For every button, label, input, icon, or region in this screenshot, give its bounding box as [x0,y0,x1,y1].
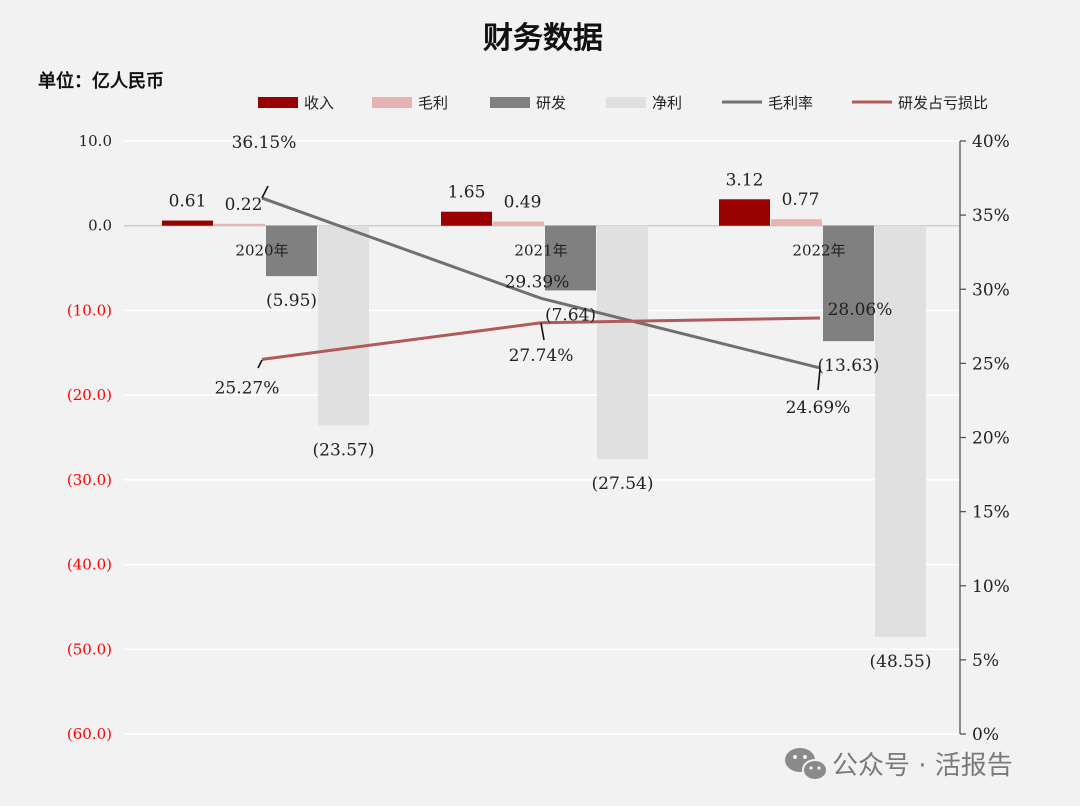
bar-收入-2022年 [719,199,770,226]
legend-label: 研发 [536,94,566,112]
left-tick-label: 0.0 [88,217,112,235]
wechat-icon [785,748,828,781]
leader-line [261,185,269,199]
left-tick-label: (50.0) [67,640,112,658]
data-label: 0.49 [504,193,542,213]
right-tick-label: 40% [972,132,1010,152]
bar-研发-2022年 [823,225,874,342]
left-tick-label: 10.0 [79,132,112,150]
legend: 收入 毛利 研发 净利 毛利率 研发占亏损比 [258,94,988,112]
right-tick-label: 25% [972,354,1010,374]
right-tick-label: 0% [972,725,999,745]
right-tick-label: 20% [972,429,1010,449]
leader-line [540,322,545,341]
right-axis: 40% 35% 30% 25% 20% 15% 10% 5% 0% [959,132,1010,745]
bar-研发-2020年 [266,225,317,277]
legend-label: 研发占亏损比 [898,94,988,112]
data-label: 0.61 [169,192,207,212]
line-研发占亏损比 [261,316,821,361]
left-tick-label: (10.0) [67,301,112,319]
bar-研发-2021年 [545,225,596,291]
line-point-label: 29.39% [505,272,570,292]
line-point-label: 25.27% [215,378,280,398]
data-label: 0.77 [782,190,820,210]
left-tick-label: (40.0) [67,556,112,574]
bar-series [162,199,926,638]
leader-line [817,368,821,391]
bar-收入-2021年 [441,211,492,226]
watermark-text: 公众号 · 活报告 [832,751,1013,781]
category-label: 2020年 [235,242,288,260]
data-label: (7.64) [545,305,596,325]
bar-毛利-2020年 [214,223,265,226]
line-point-label: 28.06% [828,300,893,320]
bar-收入-2020年 [162,220,213,226]
line-point-label: 36.15% [232,133,297,153]
bar-净利-2022年 [875,225,926,638]
left-tick-label: (60.0) [67,725,112,743]
chart-title: 财务数据 [483,21,603,56]
watermark: 公众号 · 活报告 [785,748,1013,781]
line-point-label: 24.69% [786,398,851,418]
category-labels: 2020年 2021年 2022年 [235,242,845,260]
left-tick-label: (20.0) [67,386,112,404]
bar-毛利-2021年 [493,221,544,226]
line-series [257,185,821,391]
legend-swatch [606,97,646,108]
legend-label: 净利 [652,94,682,112]
right-tick-label: 35% [972,206,1010,226]
legend-label: 毛利 [418,94,448,112]
bar-毛利-2022年 [771,219,822,226]
legend-swatch [490,97,530,108]
legend-swatch [372,97,412,108]
data-label: (23.57) [313,440,375,460]
left-axis: 10.0 0.0 (10.0) (20.0) (30.0) (40.0) (50.0) (60… [67,132,112,743]
left-tick-label: (30.0) [67,471,112,489]
data-label: 3.12 [726,170,764,190]
legend-label: 收入 [304,94,334,112]
right-tick-label: 15% [972,503,1010,523]
category-label: 2022年 [792,242,845,260]
right-tick-label: 10% [972,577,1010,597]
legend-label: 毛利率 [768,94,813,112]
data-label: 0.22 [225,195,263,215]
leader-line [257,359,263,369]
legend-swatch [258,97,298,108]
bar-净利-2021年 [597,225,648,460]
data-label: 1.65 [448,183,486,203]
data-label: (48.55) [870,652,932,672]
line-毛利率 [261,196,821,370]
unit-label: 单位：亿人民币 [38,70,164,92]
right-tick-label: 5% [972,651,999,671]
data-label: (27.54) [592,474,654,494]
right-tick-label: 30% [972,280,1010,300]
category-label: 2021年 [514,242,567,260]
data-label: (5.95) [266,291,317,311]
data-labels: 0.61 1.65 3.12 0.22 0.49 0.77 (5.95) (7.64) (13.… [169,133,932,672]
bar-净利-2020年 [318,225,369,426]
line-point-label: 27.74% [509,346,574,366]
data-label: (13.63) [818,356,880,376]
